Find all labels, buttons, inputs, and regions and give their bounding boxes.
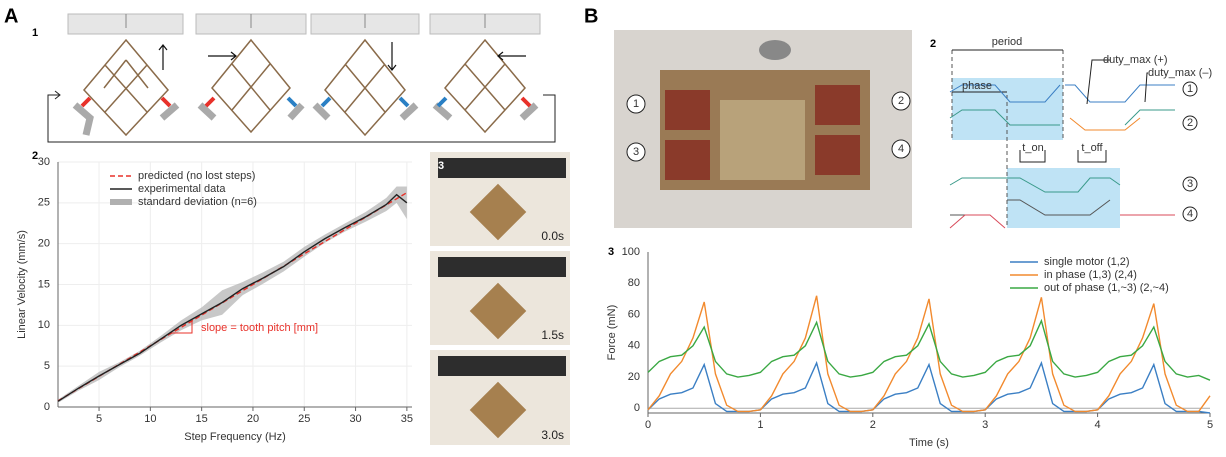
row-marker: 4 xyxy=(1187,208,1193,220)
y-tick-label: 10 xyxy=(38,319,50,331)
legend-label: out of phase (1,~3) (2,~4) xyxy=(1044,282,1169,294)
row-marker: 1 xyxy=(1187,83,1193,95)
x-tick-label: 5 xyxy=(1207,419,1213,431)
series-line xyxy=(648,363,1210,413)
y-tick-label: 20 xyxy=(628,371,640,383)
x-tick-label: 4 xyxy=(1095,419,1101,431)
y-tick-label: 0 xyxy=(634,402,640,414)
y-tick-label: 60 xyxy=(628,308,640,320)
x-tick-label: 30 xyxy=(349,413,361,425)
subpanel-label: 1 xyxy=(32,27,38,39)
x-tick-label: 25 xyxy=(298,413,310,425)
panel-label: A xyxy=(4,5,18,27)
x-axis-label: Step Frequency (Hz) xyxy=(184,431,285,443)
photo-time: 1.5s xyxy=(541,328,564,342)
panel-label: B xyxy=(584,5,598,27)
y-tick-label: 0 xyxy=(44,401,50,413)
legend-label: predicted (no lost steps) xyxy=(138,170,255,182)
legend-label: experimental data xyxy=(138,183,226,195)
y-tick-label: 20 xyxy=(38,238,50,250)
x-tick-label: 35 xyxy=(401,413,413,425)
figure: A B 1 2 1 2 3 3 0.0s 1.5s 3.0s 1 2 3 4 p… xyxy=(0,0,1226,457)
y-tick-label: 5 xyxy=(44,360,50,372)
motor-marker: 3 xyxy=(633,146,639,158)
photo-time: 3.0s xyxy=(541,428,564,442)
legend-label: single motor (1,2) xyxy=(1044,256,1130,268)
series-line xyxy=(648,321,1210,380)
robot-photo xyxy=(614,30,912,228)
y-tick-label: 25 xyxy=(38,197,50,209)
photo-strip xyxy=(430,152,570,445)
subpanel-label: 3 xyxy=(438,160,444,172)
y-tick-label: 80 xyxy=(628,277,640,289)
subpanel-label: 2 xyxy=(930,38,936,50)
motor-marker: 4 xyxy=(898,143,904,155)
timing-label: duty_max (+) xyxy=(1103,54,1168,66)
y-axis-label: Force (mN) xyxy=(606,305,618,361)
row-marker: 3 xyxy=(1187,178,1193,190)
timing-label: phase xyxy=(962,80,992,92)
x-tick-label: 5 xyxy=(96,413,102,425)
legend-label: in phase (1,3) (2,4) xyxy=(1044,269,1137,281)
motor-marker: 1 xyxy=(633,98,639,110)
x-tick-label: 20 xyxy=(247,413,259,425)
x-tick-label: 1 xyxy=(757,419,763,431)
subpanel-label: 3 xyxy=(608,246,614,258)
timing-label: t_on xyxy=(1022,142,1043,154)
legend-label: standard deviation (n=6) xyxy=(138,196,257,208)
timing-label: duty_max (–) xyxy=(1148,67,1212,79)
x-tick-label: 2 xyxy=(870,419,876,431)
photo-time: 0.0s xyxy=(541,229,564,243)
y-axis-label: Linear Velocity (mm/s) xyxy=(16,230,28,339)
x-axis-label: Time (s) xyxy=(909,437,949,449)
x-tick-label: 3 xyxy=(982,419,988,431)
x-tick-label: 10 xyxy=(144,413,156,425)
timing-label: period xyxy=(992,36,1023,48)
row-marker: 2 xyxy=(1187,117,1193,129)
x-tick-label: 0 xyxy=(645,419,651,431)
timing-label: t_off xyxy=(1081,142,1103,154)
x-tick-label: 15 xyxy=(196,413,208,425)
y-tick-label: 15 xyxy=(38,278,50,290)
y-tick-label: 40 xyxy=(628,340,640,352)
gait-schematic xyxy=(48,14,555,142)
y-tick-label: 100 xyxy=(622,246,640,258)
motor-marker: 2 xyxy=(898,95,904,107)
annotation: slope = tooth pitch [mm] xyxy=(201,322,318,334)
y-tick-label: 30 xyxy=(38,156,50,168)
